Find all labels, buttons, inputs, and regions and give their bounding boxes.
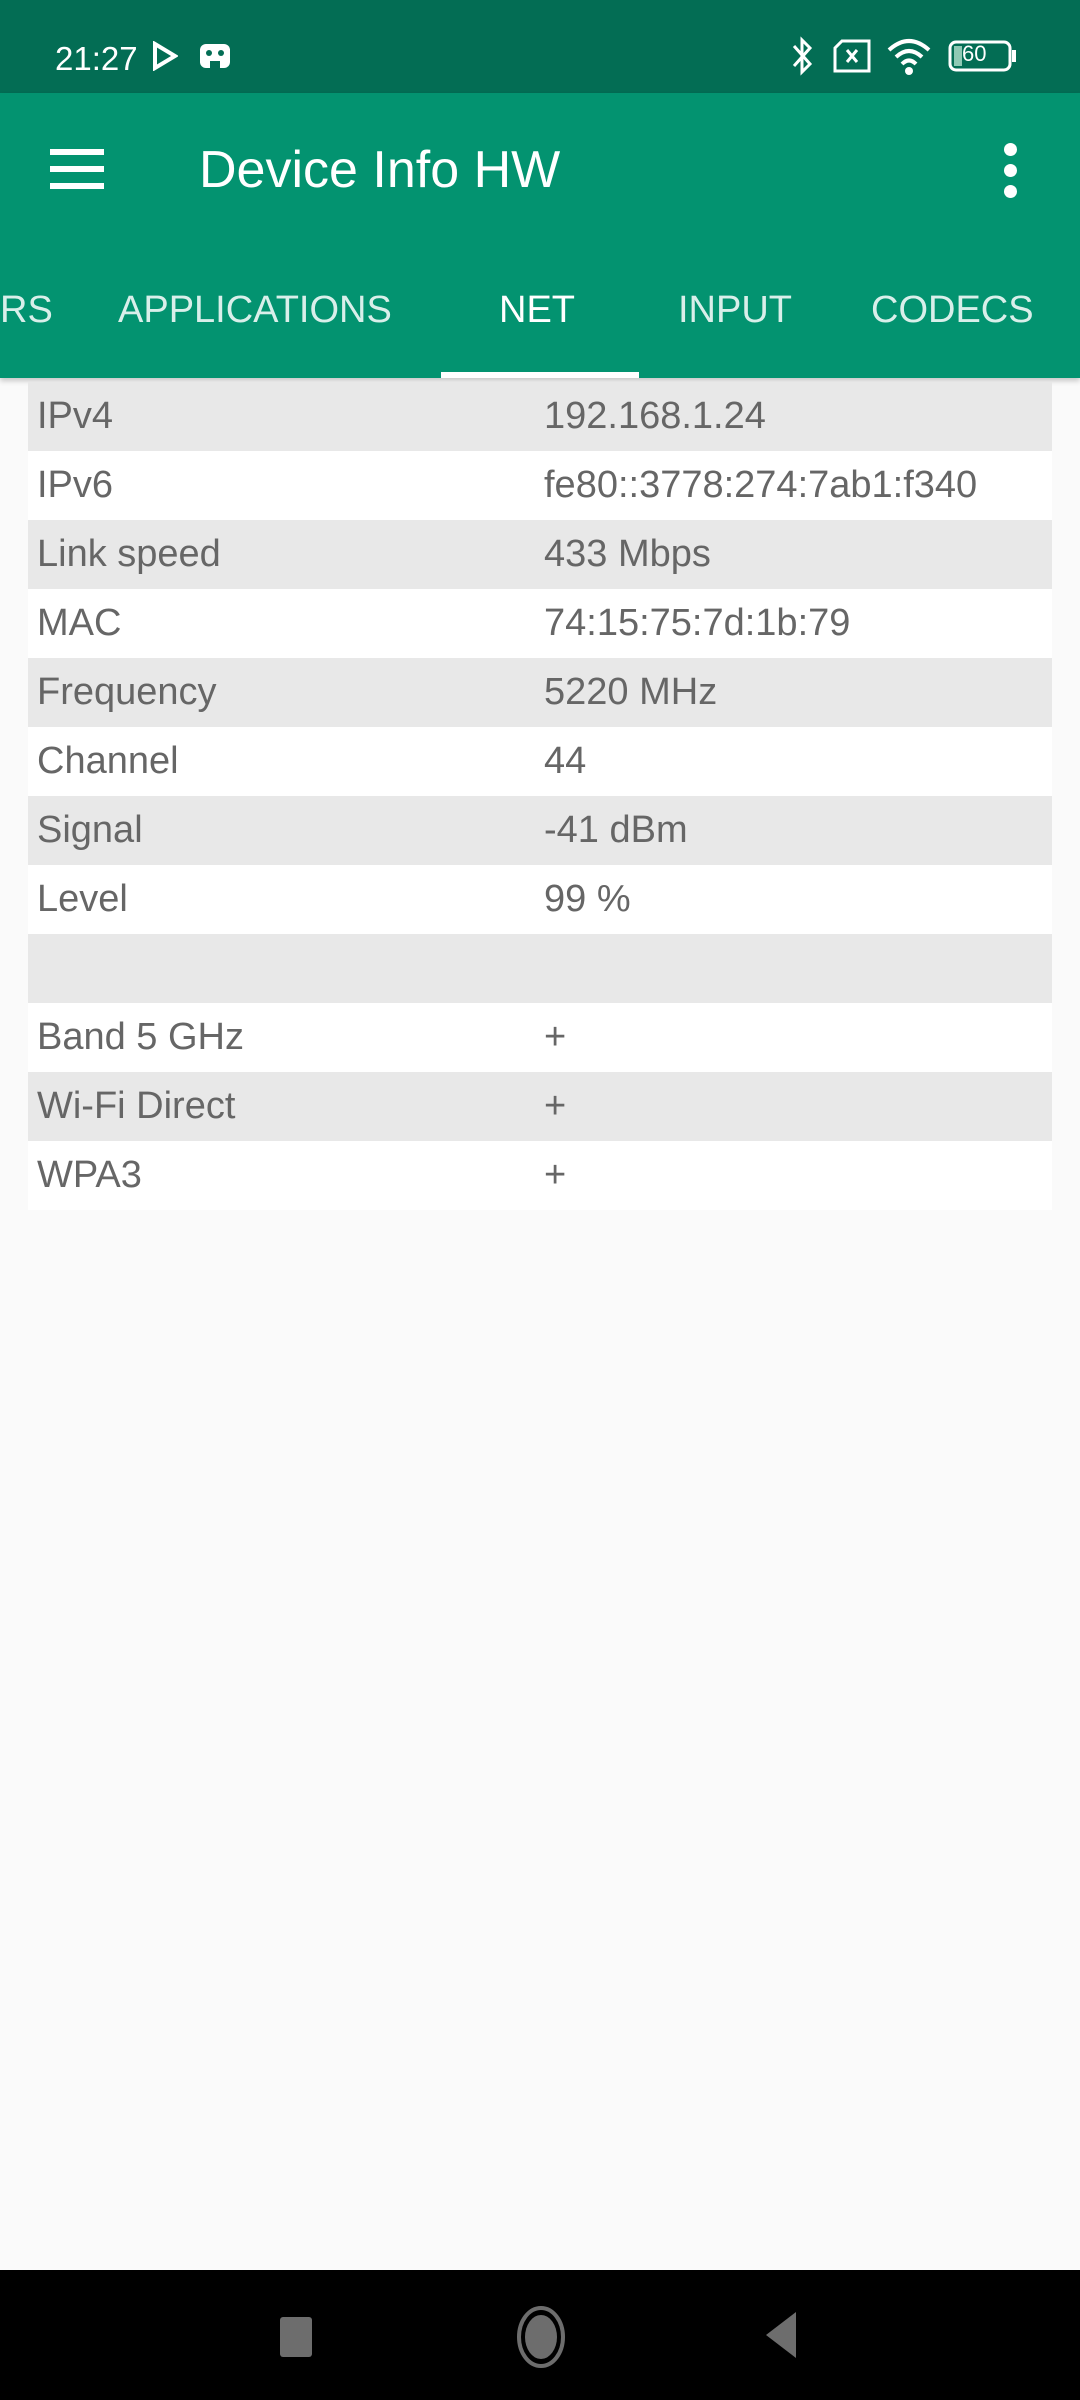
table-row: Level 99 % <box>28 865 1052 934</box>
table-row: MAC 74:15:75:7d:1b:79 <box>28 589 1052 658</box>
table-row: Wi-Fi Direct + <box>28 1072 1052 1141</box>
table-row: Frequency 5220 MHz <box>28 658 1052 727</box>
row-label: IPv4 <box>37 395 114 437</box>
row-value: fe80::3778:274:7ab1:f340 <box>544 464 978 506</box>
table-row <box>28 934 1052 1003</box>
row-value: + <box>544 1016 567 1058</box>
tab-input[interactable]: INPUT <box>678 289 792 331</box>
back-icon[interactable] <box>764 2310 798 2360</box>
row-value: 74:15:75:7d:1b:79 <box>544 602 851 644</box>
battery-icon: 60 <box>948 36 1018 76</box>
tab-applications[interactable]: APPLICATIONS <box>118 289 392 331</box>
tab-net[interactable]: NET <box>499 289 575 331</box>
table-row: IPv4 192.168.1.24 <box>28 382 1052 451</box>
row-label: IPv6 <box>37 464 114 506</box>
row-value: 44 <box>544 740 587 782</box>
tab-rs[interactable]: RS <box>0 289 53 331</box>
table-row: WPA3 + <box>28 1141 1052 1210</box>
clock: 21:27 <box>55 40 138 77</box>
row-value: -41 dBm <box>544 809 688 851</box>
hamburger-icon[interactable] <box>50 149 104 189</box>
table-row: IPv6 fe80::3778:274:7ab1:f340 <box>28 451 1052 520</box>
row-label: MAC <box>37 602 122 644</box>
table-row: Band 5 GHz + <box>28 1003 1052 1072</box>
app-title: Device Info HW <box>199 141 561 199</box>
gamepad-icon <box>198 36 232 76</box>
navigation-bar <box>0 2270 1080 2400</box>
row-value: 5220 MHz <box>544 671 718 713</box>
app-bar: Device Info HW RS APPLICATIONS NET INPUT… <box>0 93 1080 378</box>
table-row: Link speed 433 Mbps <box>28 520 1052 589</box>
row-label: Wi-Fi Direct <box>37 1085 236 1127</box>
tab-codecs[interactable]: CODECS <box>871 289 1034 331</box>
status-bar: 21:27 60 <box>0 0 1080 93</box>
recents-icon[interactable] <box>279 2316 313 2358</box>
table-row: Channel 44 <box>28 727 1052 796</box>
row-label: WPA3 <box>37 1154 142 1196</box>
home-icon[interactable] <box>516 2306 566 2368</box>
row-label: Band 5 GHz <box>37 1016 244 1058</box>
row-label: Channel <box>37 740 179 782</box>
play-store-icon <box>152 36 178 76</box>
row-value: + <box>544 1154 567 1196</box>
row-label: Signal <box>37 809 143 851</box>
table-row: Signal -41 dBm <box>28 796 1052 865</box>
row-label: Level <box>37 878 128 920</box>
battery-level: 60 <box>962 41 987 66</box>
wifi-icon <box>886 36 932 76</box>
bluetooth-icon <box>790 36 816 76</box>
row-value: 433 Mbps <box>544 533 711 575</box>
row-label: Frequency <box>37 671 217 713</box>
row-label: Link speed <box>37 533 221 575</box>
row-value: + <box>544 1085 567 1127</box>
more-vert-icon[interactable] <box>1004 143 1018 206</box>
row-value: 192.168.1.24 <box>544 395 766 437</box>
tab-indicator <box>441 372 639 378</box>
no-sim-icon <box>832 36 872 76</box>
row-value: 99 % <box>544 878 631 920</box>
